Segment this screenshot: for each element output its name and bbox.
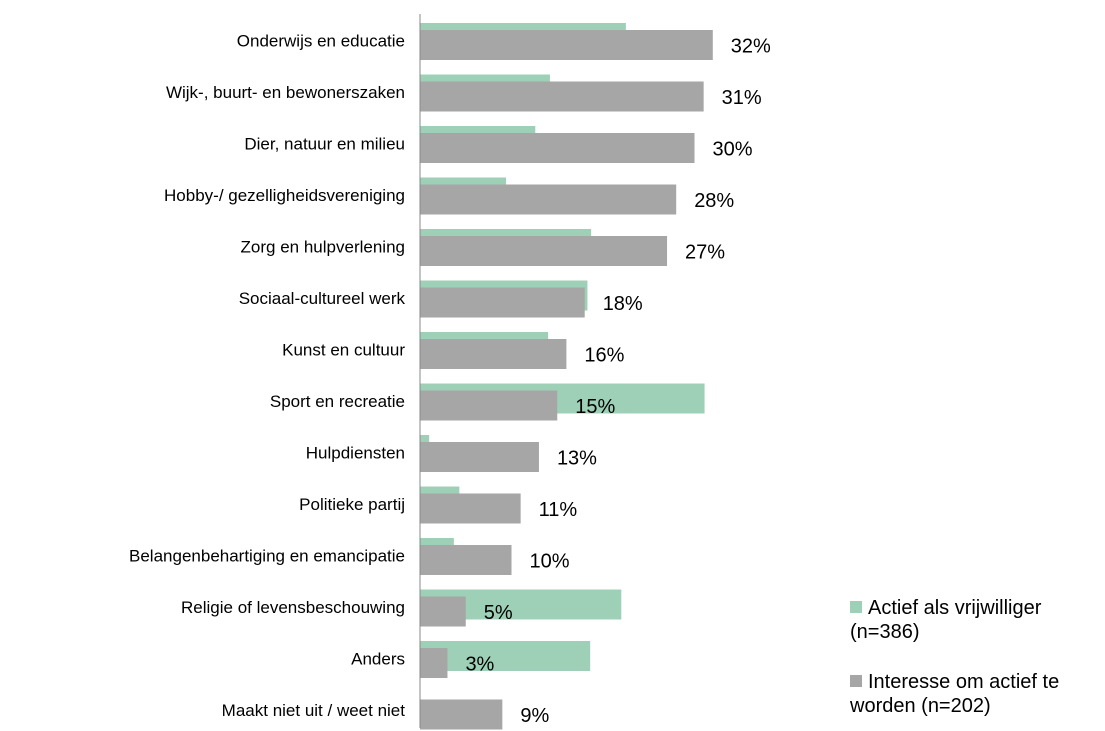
legend-entry: Actief als vrijwilliger (n=386)	[850, 596, 1100, 644]
legend-swatch	[850, 601, 862, 613]
category-label: Hulpdiensten	[306, 443, 405, 462]
category-label: Sociaal-cultureel werk	[239, 289, 406, 308]
category-label: Maakt niet uit / weet niet	[222, 701, 406, 720]
value-label: 32%	[731, 35, 771, 57]
bar	[420, 30, 713, 60]
legend-label: Interesse om actief te worden (n=202)	[850, 671, 1060, 717]
value-label: 16%	[584, 344, 624, 366]
category-label: Onderwijs en educatie	[237, 31, 405, 50]
category-label: Politieke partij	[299, 495, 405, 514]
value-label: 27%	[685, 241, 725, 263]
value-label: 28%	[694, 190, 734, 212]
bar	[420, 133, 695, 163]
category-label: Belangenbehartiging en emancipatie	[129, 546, 405, 565]
value-label: 5%	[484, 602, 513, 624]
value-label: 30%	[713, 138, 753, 160]
value-label: 13%	[557, 447, 597, 469]
category-label: Sport en recreatie	[270, 392, 405, 411]
bar	[420, 493, 521, 524]
category-label: Wijk-, buurt- en bewonerszaken	[166, 83, 405, 102]
category-label: Zorg en hulpverlening	[241, 237, 405, 256]
bar	[420, 339, 567, 369]
legend-label: Actief als vrijwilliger (n=386)	[850, 597, 1042, 643]
legend-swatch	[850, 675, 862, 687]
bar	[420, 699, 503, 730]
category-label: Religie of levensbeschouwing	[181, 598, 405, 617]
bar	[420, 648, 448, 678]
category-label: Kunst en cultuur	[282, 340, 405, 359]
bar	[420, 184, 677, 215]
value-label: 11%	[539, 499, 578, 521]
bar	[420, 81, 704, 112]
category-label: Hobby-/ gezelligheidsvereniging	[164, 186, 405, 205]
bar	[420, 641, 591, 671]
value-label: 31%	[722, 87, 762, 109]
value-label: 9%	[520, 705, 549, 727]
value-label: 10%	[530, 550, 570, 572]
bar	[420, 390, 558, 421]
bar	[420, 442, 539, 472]
bar	[420, 596, 466, 627]
legend-entry: Interesse om actief te worden (n=202)	[850, 670, 1100, 718]
category-label: Anders	[351, 649, 405, 668]
value-label: 3%	[465, 653, 494, 675]
bar	[420, 545, 512, 575]
bar	[420, 287, 585, 318]
value-label: 15%	[575, 396, 615, 418]
bar	[420, 236, 668, 266]
value-label: 18%	[603, 293, 643, 315]
category-label: Dier, natuur en milieu	[244, 134, 405, 153]
